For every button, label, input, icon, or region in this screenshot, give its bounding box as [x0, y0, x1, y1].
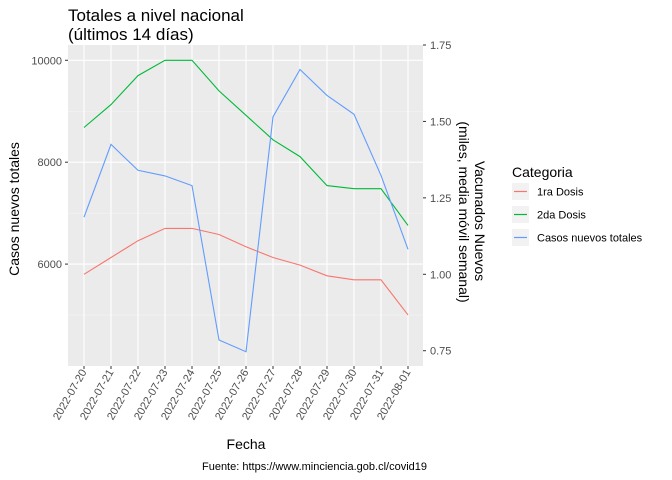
x-axis-title: Fecha: [227, 436, 266, 452]
left-axis-tick-label: 8000: [38, 157, 62, 169]
right-axis-tick-label: 0.75: [430, 346, 451, 358]
chart-subtitle: (últimos 14 días): [68, 25, 194, 44]
right-axis-title-line2: (miles, media móvil semanal): [456, 121, 472, 302]
right-axis-tick-label: 1.75: [430, 40, 451, 52]
left-axis-tick-label: 6000: [38, 259, 62, 271]
left-axis-title: Casos nuevos totales: [6, 142, 22, 276]
right-axis-tick-label: 1.00: [430, 269, 451, 281]
series-line-casos-nuevos-totales: [83, 68, 409, 353]
right-axis-tick-label: 1.25: [430, 193, 451, 205]
right-axis-title-line1: Vacunados Nuevos: [472, 161, 488, 281]
series-line-1ra-dosis: [83, 227, 409, 316]
legend-label: Casos nuevos totales: [537, 233, 643, 245]
legend-label: 2da Dosis: [537, 210, 586, 222]
caption: Fuente: https://www.minciencia.gob.cl/co…: [202, 461, 427, 473]
legend-title: Categoria: [512, 164, 573, 180]
chart-title: Totales a nivel nacional: [68, 6, 244, 25]
right-axis-tick-label: 1.50: [430, 116, 451, 128]
left-axis-tick-label: 10000: [31, 55, 62, 67]
legend-label: 1ra Dosis: [537, 187, 584, 199]
series-line-2da-dosis: [83, 59, 409, 226]
